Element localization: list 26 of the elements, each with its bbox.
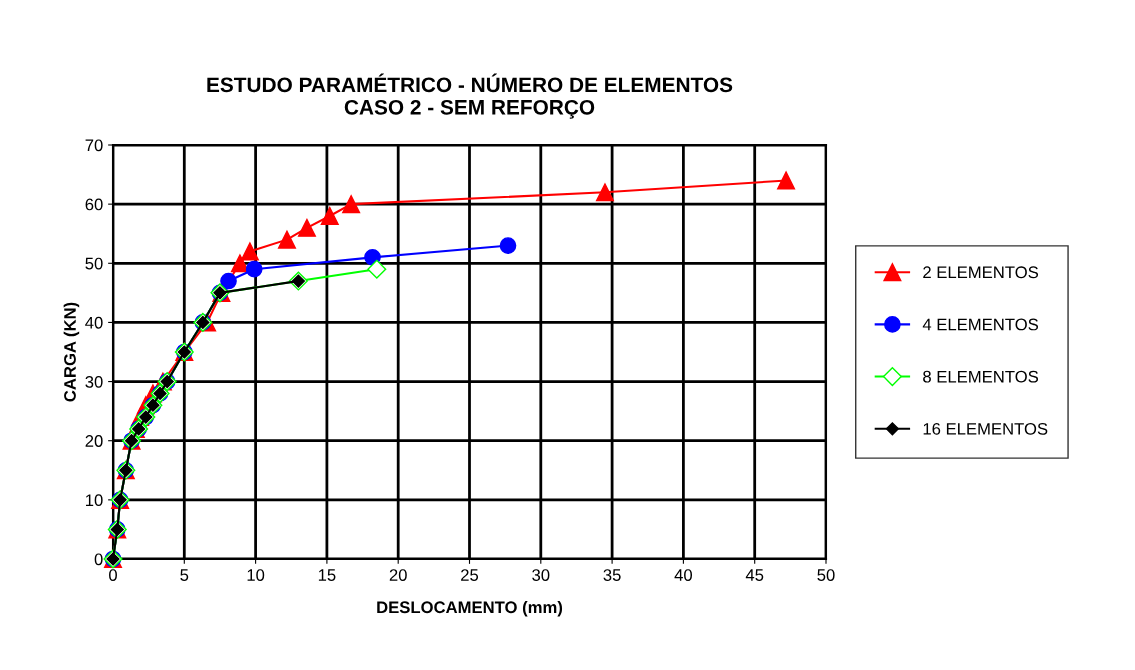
x-tick-label: 15 — [318, 569, 336, 581]
x-tick-label: 30 — [532, 569, 550, 581]
legend-label: 4 ELEMENTOS — [922, 318, 1039, 331]
y-tick-label: 50 — [85, 257, 103, 270]
chart-title: ESTUDO PARAMÉTRICO - NÚMERO DE ELEMENTOS CASO 2 - SEM REFORÇO — [207, 73, 733, 119]
x-tick-label: 10 — [247, 569, 265, 581]
y-tick-label: 60 — [85, 198, 103, 211]
x-axis-title: DESLOCAMENTO (mm) — [377, 600, 563, 617]
x-tick-label: 50 — [817, 569, 835, 581]
y-tick-label: 20 — [85, 435, 103, 447]
x-tick-label: 0 — [109, 569, 117, 581]
y-tick-label: 0 — [94, 553, 103, 566]
x-tick-label: 5 — [180, 569, 189, 581]
y-tick-label: 30 — [85, 375, 103, 388]
x-tick-label: 45 — [745, 569, 764, 581]
y-tick-label: 40 — [85, 316, 103, 329]
x-tick-label: 35 — [603, 569, 621, 581]
x-tick-label: 20 — [389, 569, 407, 581]
legend-label: 2 ELEMENTOS — [923, 266, 1039, 279]
y-tick-label: 70 — [85, 139, 103, 152]
y-tick-label: 10 — [86, 494, 103, 507]
y-axis-title: CARGA (KN) — [63, 302, 80, 402]
legend-label: 8 ELEMENTOS — [923, 370, 1039, 383]
legend-label: 16 ELEMENTOS — [923, 422, 1048, 435]
x-tick-label: 40 — [674, 569, 693, 581]
x-tick-label: 25 — [461, 569, 479, 581]
